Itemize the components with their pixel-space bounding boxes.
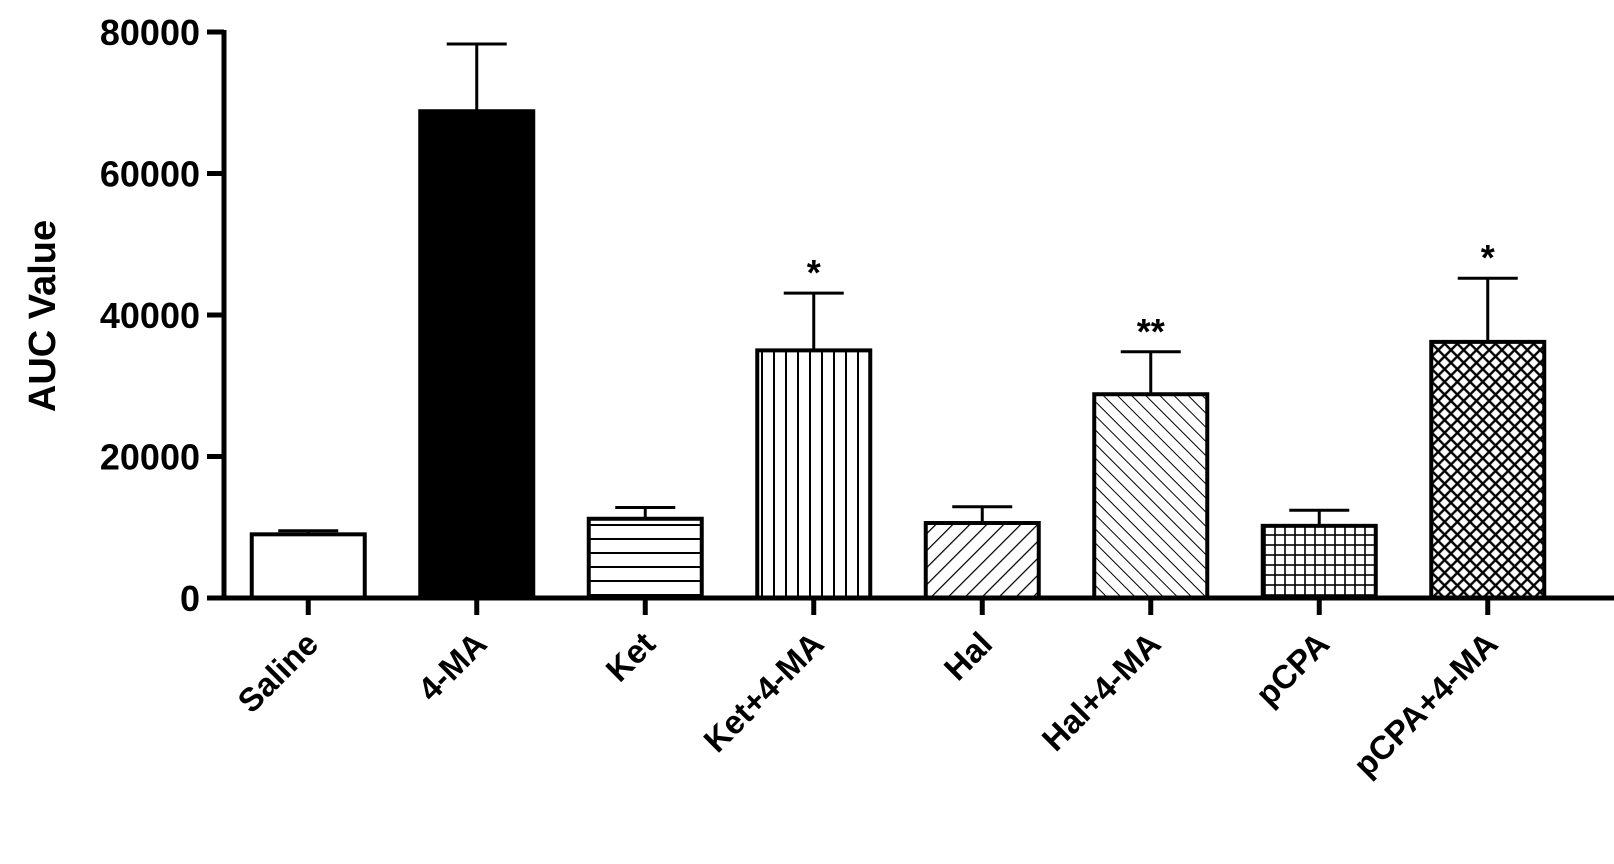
- y-tick-label: 0: [180, 578, 200, 619]
- bar-hal-4-ma: [1092, 392, 1210, 600]
- x-tick-label: pCPA+4-MA: [1346, 625, 1505, 784]
- significance-marker: *: [1481, 237, 1495, 278]
- bar-hal: [923, 521, 1041, 601]
- y-tick-label: 80000: [100, 12, 200, 53]
- significance-marker: **: [1137, 311, 1165, 352]
- bar-pcpa: [1260, 523, 1378, 601]
- x-tick-label: pCPA: [1248, 625, 1336, 713]
- bar-ket: [586, 516, 704, 601]
- x-tick-label: 4-MA: [410, 625, 493, 708]
- x-tick-label: Saline: [230, 625, 325, 720]
- x-tick-label: Ket+4-MA: [696, 625, 830, 759]
- x-tick-label: Hal+4-MA: [1035, 625, 1168, 758]
- y-tick-label: 60000: [100, 154, 200, 195]
- bars: ****: [249, 42, 1547, 601]
- y-tick-label: 20000: [100, 437, 200, 478]
- y-axis: 0 20000 40000 60000 80000: [100, 12, 227, 619]
- x-tick-label: Hal: [937, 625, 999, 687]
- bar-ket-4-ma: [755, 348, 873, 600]
- significance-marker: *: [807, 252, 821, 293]
- x-axis: Saline 4-MA Ket Ket+4-MA Hal Hal+4-MA pCPA pCPA…: [222, 595, 1614, 784]
- bar-saline: [249, 532, 367, 601]
- y-axis-label: AUC Value: [22, 220, 64, 412]
- bar-4-ma: [418, 109, 536, 601]
- y-tick-label: 40000: [100, 295, 200, 336]
- bar-pcpa-4-ma: [1429, 339, 1547, 600]
- x-tick-label: Ket: [598, 625, 662, 689]
